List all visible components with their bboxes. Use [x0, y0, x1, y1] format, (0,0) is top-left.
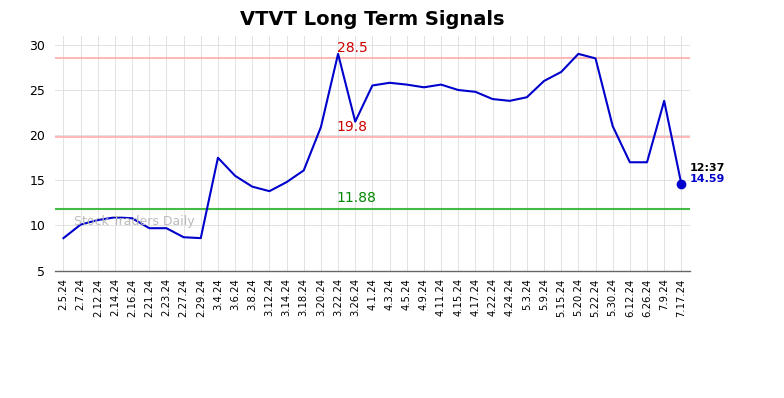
Text: 12:37: 12:37	[690, 163, 725, 173]
Text: 14.59: 14.59	[690, 174, 725, 183]
Text: Stock Traders Daily: Stock Traders Daily	[74, 215, 194, 228]
Title: VTVT Long Term Signals: VTVT Long Term Signals	[240, 10, 505, 29]
Text: 11.88: 11.88	[336, 191, 376, 205]
Text: 28.5: 28.5	[336, 41, 367, 55]
Text: 19.8: 19.8	[336, 120, 368, 134]
